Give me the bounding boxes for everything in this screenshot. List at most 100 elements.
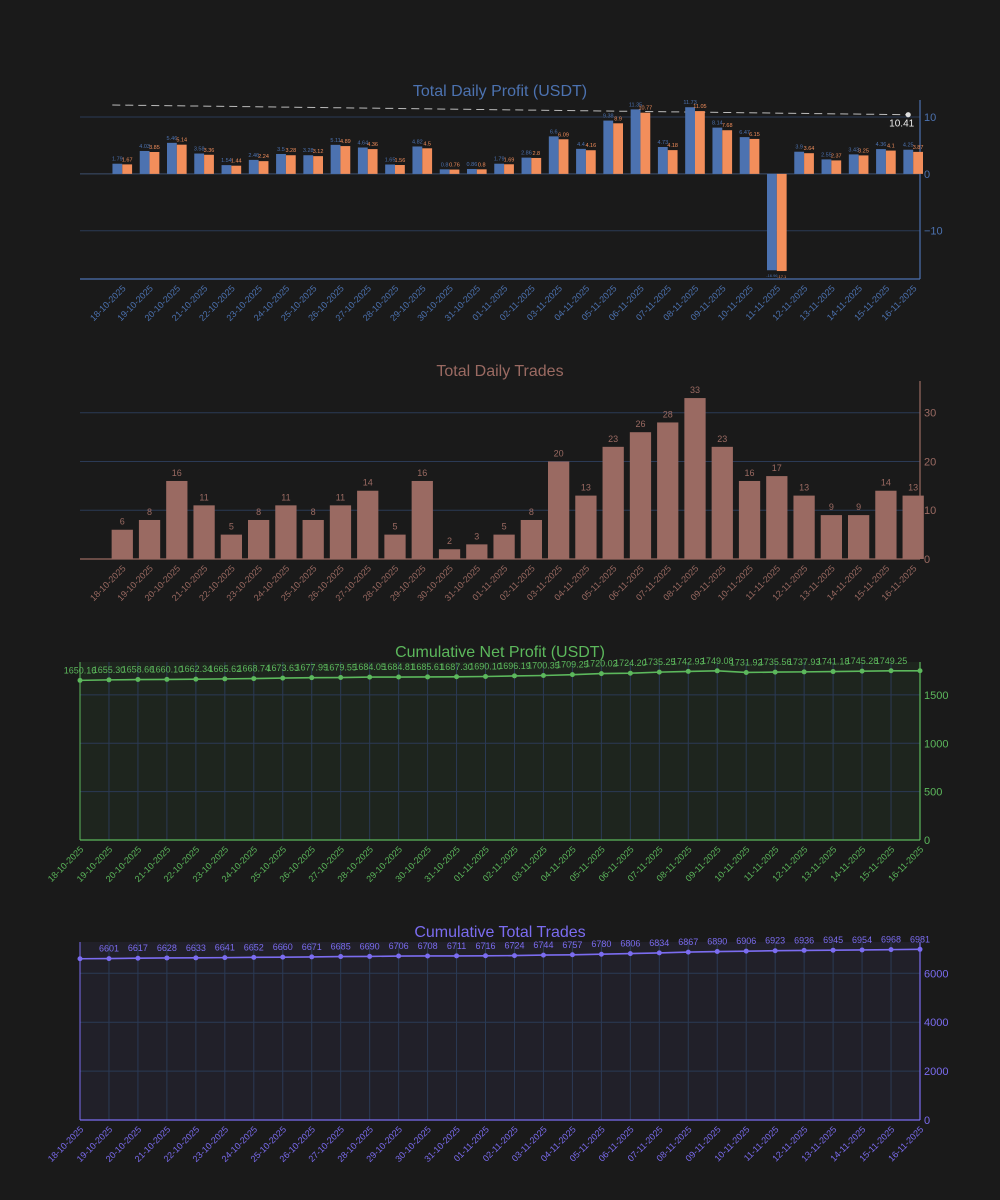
cumulative-profit-point (164, 676, 170, 682)
daily-profit-bar-s0 (467, 168, 477, 174)
daily-trades-bar (220, 534, 242, 559)
cumulative-profit-point (511, 673, 517, 679)
daily-trades-data-label: 5 (392, 522, 397, 532)
daily-trades-data-label: 23 (717, 434, 727, 444)
daily-trades-panel: Total Daily Trades 010203018-10-202519-1… (80, 363, 936, 603)
cumulative-trades-data-label: 6716 (476, 941, 496, 951)
daily-profit-data-label-s1: 4.16 (585, 143, 596, 149)
cumulative-trades-point (483, 953, 489, 959)
cumulative-trades-data-label: 6867 (678, 937, 698, 947)
cumulative-trades-point (540, 952, 546, 958)
daily-profit-bar-s0 (603, 120, 614, 174)
cumulative-trades-point (454, 953, 460, 959)
cumulative-profit-y-tick-label: 1500 (924, 690, 948, 702)
daily-trades-bar (602, 446, 624, 559)
daily-profit-data-label-s0: 3.43 (848, 147, 859, 153)
daily-trades-data-label: 14 (881, 478, 891, 488)
daily-profit-data-label-s1: 4.36 (367, 142, 378, 148)
daily-profit-data-label-s0: 1.79 (112, 157, 123, 163)
daily-profit-data-label-s1: 4.1 (887, 144, 895, 150)
daily-profit-bar-s1 (204, 154, 214, 174)
daily-trades-data-label: 5 (502, 522, 507, 532)
cumulative-profit-data-label: 1687.30 (440, 662, 473, 672)
daily-profit-data-label-s0: 0.8 (441, 162, 449, 168)
daily-profit-data-label-s1: 8.9 (614, 116, 622, 122)
daily-profit-data-label-s0: 8.14 (712, 121, 723, 127)
daily-trades-data-label: 26 (635, 419, 645, 429)
daily-profit-bar-s1 (558, 139, 569, 174)
cumulative-trades-data-label: 6724 (504, 941, 524, 951)
daily-profit-data-label-s0: 3.28 (303, 148, 314, 154)
cumulative-profit-data-label: 1662.34 (180, 664, 213, 674)
cumulative-profit-point (743, 669, 749, 675)
daily-trades-bar (138, 519, 161, 559)
cumulative-trades-data-label: 6706 (389, 941, 409, 951)
daily-trades-bar (738, 480, 761, 559)
daily-profit-data-label-s1: 7.68 (722, 123, 733, 129)
daily-profit-bar-s1 (749, 138, 760, 174)
daily-trades-bar (520, 519, 542, 559)
cumulative-trades-data-label: 6936 (794, 935, 814, 945)
daily-profit-bar-s0 (821, 159, 832, 174)
daily-trades-bar (575, 495, 597, 559)
daily-profit-bar-s0 (494, 163, 505, 174)
cumulative-trades-point (106, 956, 112, 962)
cumulative-trades-data-label: 6780 (591, 939, 611, 949)
daily-trades-bar (657, 422, 679, 559)
cumulative-trades-point (511, 953, 517, 959)
cumulative-profit-point (454, 674, 460, 680)
daily-profit-data-label-s0: 0.86 (467, 162, 478, 168)
daily-profit-bar-s1 (449, 169, 460, 174)
daily-profit-y-tick-label: 0 (924, 169, 930, 181)
daily-trades-data-label: 11 (199, 492, 208, 502)
cumulative-trades-point (656, 950, 662, 956)
cumulative-profit-point (338, 675, 344, 681)
daily-profit-data-label-s1: 4.5 (423, 141, 431, 147)
cumulative-profit-panel: Cumulative Net Profit (USDT) 0 500 1000 150… (46, 644, 949, 884)
daily-profit-bar-s1 (640, 112, 651, 174)
daily-profit-bar-s1 (722, 130, 733, 174)
daily-profit-data-label-s0: 1.65 (385, 157, 396, 163)
daily-trades-data-label: 17 (772, 463, 782, 473)
cumulative-trades-data-label: 6628 (157, 943, 177, 953)
daily-profit-data-label-s0: 5.46 (167, 136, 178, 142)
cumulative-trades-point (917, 946, 923, 952)
cumulative-trades-data-label: 6617 (128, 943, 148, 953)
cumulative-trades-data-label: 6671 (302, 942, 322, 952)
daily-profit-data-label-s0: 11.73 (683, 100, 696, 106)
daily-trades-data-label: 6 (120, 517, 125, 527)
daily-profit-bar-s1 (776, 173, 787, 272)
daily-profit-data-label-s1: 4.18 (667, 143, 678, 149)
cumulative-profit-point (627, 670, 633, 676)
daily-trades-bar (875, 490, 897, 559)
cumulative-trades-panel: Cumulative Total Trades 020004000600018-… (46, 924, 949, 1164)
cumulative-profit-point (801, 669, 807, 675)
cumulative-profit-y-tick-label: 0 (924, 835, 930, 847)
daily-profit-bar-s1 (122, 164, 133, 174)
cumulative-trades-data-label: 6945 (823, 935, 843, 945)
daily-trades-bar (793, 495, 815, 559)
cumulative-profit-point (222, 676, 228, 682)
cumulative-profit-data-label: 1700.35 (527, 661, 560, 671)
daily-profit-data-label-s1: 5.14 (176, 138, 187, 144)
daily-profit-data-label-s1: -17.1 (777, 274, 787, 279)
daily-trades-data-label: 3 (474, 531, 479, 541)
daily-profit-data-label-s1: 4.89 (340, 139, 351, 145)
daily-profit-data-label-s0: 4.64 (357, 141, 368, 147)
daily-profit-panel: Total Daily Profit (USDT) −1001018-10-20… (80, 83, 943, 323)
cumulative-profit-point (483, 674, 489, 680)
cumulative-profit-data-label: 1668.74 (238, 664, 271, 674)
daily-profit-bar-s1 (531, 157, 542, 174)
daily-profit-bar-s0 (139, 150, 150, 174)
cumulative-trades-y-tick-label: 2000 (924, 1066, 948, 1078)
daily-profit-bar-s0 (412, 146, 423, 174)
daily-trades-bar (438, 549, 461, 559)
cumulative-profit-y-tick-label: 1000 (924, 738, 948, 750)
daily-profit-data-label-s1: 3.12 (313, 149, 324, 155)
cumulative-trades-point (135, 955, 141, 961)
cumulative-trades-point (251, 954, 257, 960)
daily-profit-data-label-s0: 3.9 (795, 145, 803, 151)
cumulative-trades-point (772, 948, 778, 954)
